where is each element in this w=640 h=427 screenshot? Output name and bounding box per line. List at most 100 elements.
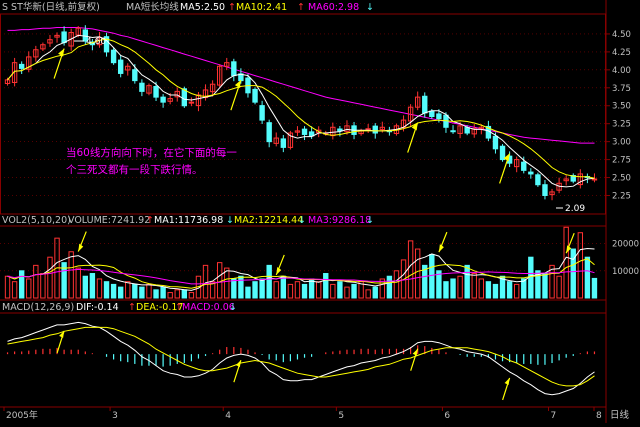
macd-dif: DIF:-0.14 bbox=[76, 302, 119, 313]
volume-bar bbox=[563, 226, 569, 299]
vol-ma3-polyline bbox=[7, 268, 595, 285]
volume-bar bbox=[132, 283, 138, 299]
candle-body bbox=[372, 125, 378, 134]
volume-bar bbox=[301, 283, 308, 299]
volume-bars bbox=[4, 226, 598, 299]
volume-bar bbox=[506, 281, 513, 299]
time-tick-label: 6 bbox=[444, 411, 450, 421]
yellow-arrowhead bbox=[566, 245, 572, 254]
volume-bar bbox=[478, 278, 485, 299]
time-tick-label: 5 bbox=[338, 411, 344, 421]
volume-bar bbox=[245, 286, 251, 299]
up-arrow-icon: ↑ bbox=[146, 215, 154, 226]
low-price-label: 2.09 bbox=[565, 204, 585, 214]
main-arrows bbox=[53, 48, 511, 184]
macd-header: MACD(12,26,9) DIF:-0.14 DEA:-0.17 MACD:0… bbox=[2, 302, 237, 313]
dea-polyline bbox=[7, 326, 595, 387]
yellow-arrowhead bbox=[504, 377, 510, 385]
candle-body bbox=[188, 101, 195, 104]
candle-body bbox=[132, 69, 138, 82]
candle-body bbox=[365, 128, 371, 131]
up-arrow-icon: ↑ bbox=[128, 302, 136, 313]
volume-bar bbox=[26, 278, 32, 299]
price-tick-label: 4.50 bbox=[612, 30, 631, 40]
candle-body bbox=[549, 191, 555, 196]
main-indicator: MA短长均线 bbox=[126, 1, 179, 13]
candle-body bbox=[492, 135, 499, 150]
candle-body bbox=[40, 44, 46, 50]
volume-bar bbox=[33, 264, 39, 299]
volume-bar bbox=[337, 281, 343, 299]
volume-bar bbox=[323, 273, 329, 299]
candle-body bbox=[308, 131, 315, 137]
candle-body bbox=[450, 130, 456, 133]
time-tick-label: 7 bbox=[551, 411, 557, 421]
candle-body bbox=[287, 132, 294, 148]
volume-axis: 20000 10000 bbox=[612, 240, 639, 277]
candle-body bbox=[521, 161, 527, 171]
yellow-arrowhead bbox=[503, 153, 510, 162]
candle-body bbox=[181, 88, 188, 107]
candle-body bbox=[231, 61, 237, 77]
volume-bar bbox=[577, 232, 584, 299]
candle-body bbox=[414, 96, 421, 108]
high-price-label: 4.60 bbox=[86, 37, 106, 47]
time-tick-label: 3 bbox=[112, 411, 118, 421]
price-tick-label: 4.00 bbox=[612, 66, 631, 76]
down-arrow-icon: ↓ bbox=[366, 215, 374, 226]
vol-volume: VOLUME:7241.92 bbox=[68, 215, 150, 226]
macd-title: MACD(12,26,9) bbox=[2, 302, 74, 313]
dif-polyline bbox=[7, 321, 595, 396]
volume-bar bbox=[365, 289, 371, 299]
volume-bar bbox=[513, 283, 520, 299]
ma5-polyline bbox=[7, 34, 595, 188]
volume-bar bbox=[96, 278, 103, 299]
candle-body bbox=[577, 173, 584, 186]
candle-body bbox=[280, 138, 287, 148]
yellow-arrowhead bbox=[58, 48, 65, 57]
volume-bar bbox=[443, 281, 449, 299]
high-marker: 4.60 bbox=[74, 37, 106, 47]
candle-body bbox=[407, 106, 414, 122]
candle-body bbox=[117, 59, 124, 74]
volume-bar bbox=[47, 256, 53, 299]
macd-value: MACD:0.06 bbox=[182, 302, 235, 313]
macd-arrows bbox=[56, 330, 511, 401]
volume-bar bbox=[471, 273, 477, 299]
candle-body bbox=[535, 174, 541, 186]
volume-bar bbox=[457, 275, 463, 299]
ma5-line bbox=[7, 34, 595, 188]
candle-body bbox=[224, 62, 230, 67]
volume-bar bbox=[153, 289, 159, 299]
down-arrow-icon: ↓ bbox=[298, 215, 306, 226]
candle-body bbox=[209, 83, 216, 93]
candle-body bbox=[436, 113, 442, 120]
volume-bar bbox=[224, 267, 230, 299]
volume-bar bbox=[556, 275, 562, 299]
candle-body bbox=[422, 95, 428, 114]
candle-body bbox=[344, 125, 350, 133]
volume-bar bbox=[209, 281, 216, 299]
time-axis: 2005年 3 4 5 6 7 8 bbox=[3, 407, 602, 421]
ma10-value: MA10:2.41 bbox=[236, 2, 287, 13]
volume-bar bbox=[379, 278, 386, 299]
volume-bar bbox=[181, 289, 188, 299]
volume-bar bbox=[273, 281, 279, 299]
annotation-line-1: 当60线方向向下时，在它下面的每一 bbox=[66, 146, 237, 159]
volume-bar bbox=[549, 264, 555, 299]
ma60-value: MA60:2.98 bbox=[308, 2, 359, 13]
volume-bar bbox=[216, 262, 223, 299]
price-tick-label: 4.25 bbox=[612, 48, 631, 58]
volume-bar bbox=[294, 281, 301, 299]
volume-bar bbox=[110, 283, 117, 299]
volume-bar bbox=[188, 292, 195, 299]
volume-bar bbox=[542, 273, 548, 299]
volume-bar bbox=[266, 264, 272, 299]
macd-dea: DEA:-0.17 bbox=[136, 302, 183, 313]
candle-body bbox=[139, 82, 145, 92]
volume-bar bbox=[351, 283, 357, 299]
volume-bar bbox=[160, 286, 166, 299]
period-label: 日线 bbox=[610, 409, 630, 421]
candle-body bbox=[513, 159, 520, 168]
